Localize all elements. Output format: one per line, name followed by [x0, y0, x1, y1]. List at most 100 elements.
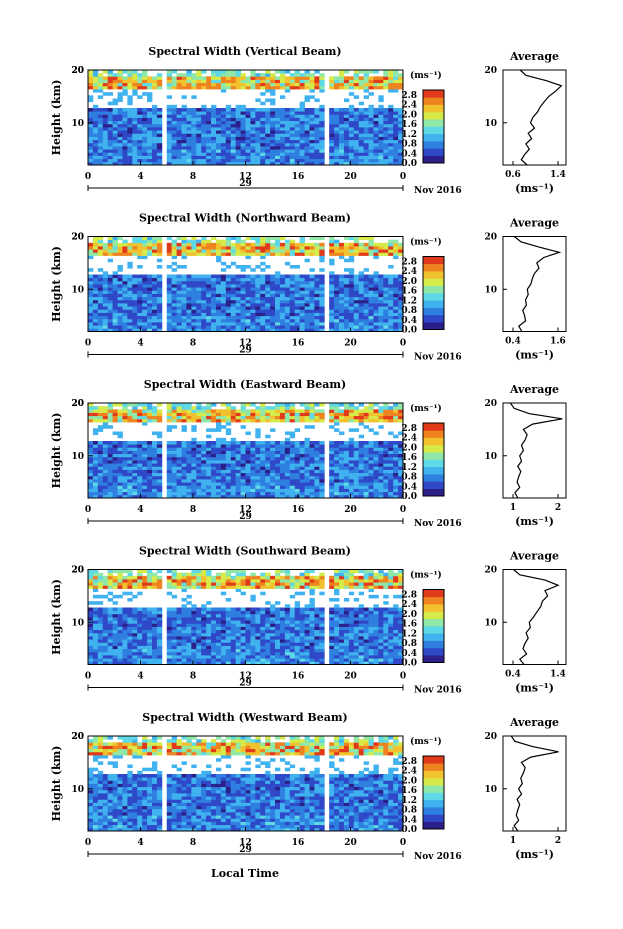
- heatmap-cell: [102, 582, 109, 586]
- heatmap-cell: [97, 469, 104, 474]
- heatmap-cell: [225, 274, 232, 279]
- heatmap-cell: [92, 575, 99, 580]
- heatmap-cell: [260, 149, 266, 153]
- heatmap-cell: [112, 494, 118, 499]
- colorbar-tick-label: 2.0: [401, 277, 417, 287]
- heatmap-cell: [353, 284, 360, 288]
- heatmap-cell: [294, 252, 301, 256]
- heatmap-cell: [289, 322, 296, 326]
- heatmap-cell: [289, 494, 296, 499]
- heatmap-cell: [368, 293, 374, 298]
- heatmap-cell: [383, 152, 389, 156]
- heatmap-cell: [270, 472, 276, 477]
- heatmap-cell: [102, 146, 109, 150]
- heatmap-cell: [250, 472, 256, 477]
- heatmap-cell: [225, 315, 232, 320]
- heatmap-cell: [97, 585, 104, 589]
- heatmap-cell: [245, 315, 251, 320]
- heatmap-cell: [319, 255, 325, 260]
- heatmap-cell: [329, 479, 335, 483]
- heatmap-cell: [250, 306, 256, 310]
- heatmap-cell: [156, 82, 163, 87]
- heatmap-cell: [363, 268, 369, 272]
- heatmap-cell: [289, 472, 296, 477]
- y-axis-label: Height (km): [50, 80, 63, 156]
- heatmap-cell: [166, 494, 173, 499]
- heatmap-cell: [196, 239, 202, 244]
- heatmap-cell: [383, 249, 389, 253]
- heatmap-cell: [289, 82, 296, 87]
- heatmap-cell: [339, 249, 345, 253]
- heatmap-cell: [378, 76, 384, 80]
- heatmap-cell: [339, 460, 345, 464]
- heatmap-cell: [132, 287, 138, 291]
- heatmap-cell: [97, 444, 104, 448]
- heatmap-cell: [171, 158, 177, 163]
- heatmap-cell: [329, 485, 335, 489]
- heatmap-cell: [92, 626, 99, 631]
- heatmap-cell: [142, 120, 148, 125]
- heatmap-cell: [88, 146, 94, 150]
- heatmap-cell: [319, 82, 325, 87]
- heatmap-cell: [299, 82, 305, 87]
- heatmap-cell: [132, 447, 138, 451]
- heatmap-cell: [92, 632, 99, 637]
- heatmap-cell: [319, 463, 325, 467]
- heatmap-cell: [378, 447, 384, 451]
- heatmap-cell: [132, 136, 138, 141]
- heatmap-cell: [117, 79, 123, 84]
- heatmap-cell: [255, 114, 261, 118]
- heatmap-cell: [304, 136, 310, 141]
- heatmap-cell: [343, 70, 350, 74]
- heatmap-cell: [230, 249, 237, 253]
- heatmap-cell: [176, 441, 182, 445]
- heatmap-cell: [88, 617, 94, 621]
- heatmap-cell: [206, 306, 212, 310]
- heatmap-cell: [299, 418, 305, 423]
- heatmap-cell: [151, 236, 158, 241]
- heatmap-cell: [393, 306, 399, 310]
- heatmap-cell: [284, 309, 291, 313]
- heatmap-cell: [353, 406, 360, 410]
- heatmap-cell: [255, 265, 261, 269]
- heatmap-cell: [245, 114, 251, 118]
- heatmap-cell: [166, 284, 173, 288]
- heatmap-cell: [107, 70, 114, 74]
- heatmap-cell: [132, 290, 138, 294]
- heatmap-cell: [348, 322, 355, 326]
- heatmap-cell: [225, 108, 232, 112]
- heatmap-cell: [393, 246, 399, 250]
- heatmap-cell: [235, 450, 241, 455]
- heatmap-cell: [122, 406, 128, 410]
- heatmap-cell: [127, 82, 133, 87]
- heatmap-cell: [363, 466, 369, 470]
- heatmap-cell: [151, 409, 158, 413]
- heatmap-cell: [378, 456, 384, 461]
- heatmap-cell: [107, 441, 114, 445]
- heatmap-cell: [88, 85, 94, 90]
- heatmap-cell: [127, 585, 133, 589]
- heatmap-cell: [378, 79, 384, 84]
- heatmap-cell: [368, 242, 374, 247]
- colorbar-segment: [423, 452, 444, 460]
- heatmap-cell: [343, 139, 350, 144]
- heatmap-cell: [240, 485, 246, 489]
- heatmap-cell: [319, 149, 325, 153]
- heatmap-cell: [284, 239, 291, 244]
- heatmap-cell: [250, 127, 256, 131]
- heatmap-cell: [206, 79, 212, 84]
- heatmap-cell: [334, 412, 340, 417]
- heatmap-cell: [166, 265, 173, 269]
- heatmap-cell: [289, 315, 296, 320]
- heatmap-cell: [270, 406, 276, 410]
- heatmap-cell: [156, 306, 163, 310]
- heatmap-cell: [339, 117, 345, 122]
- heatmap-cell: [137, 312, 143, 317]
- heatmap-cell: [265, 136, 271, 141]
- heatmap-cell: [220, 142, 227, 147]
- heatmap-cell: [358, 293, 365, 298]
- heatmap-cell: [348, 312, 355, 317]
- heatmap-cell: [309, 152, 315, 156]
- panel-title: Spectral Width (Northward Beam): [139, 212, 351, 225]
- heatmap-cell: [260, 146, 266, 150]
